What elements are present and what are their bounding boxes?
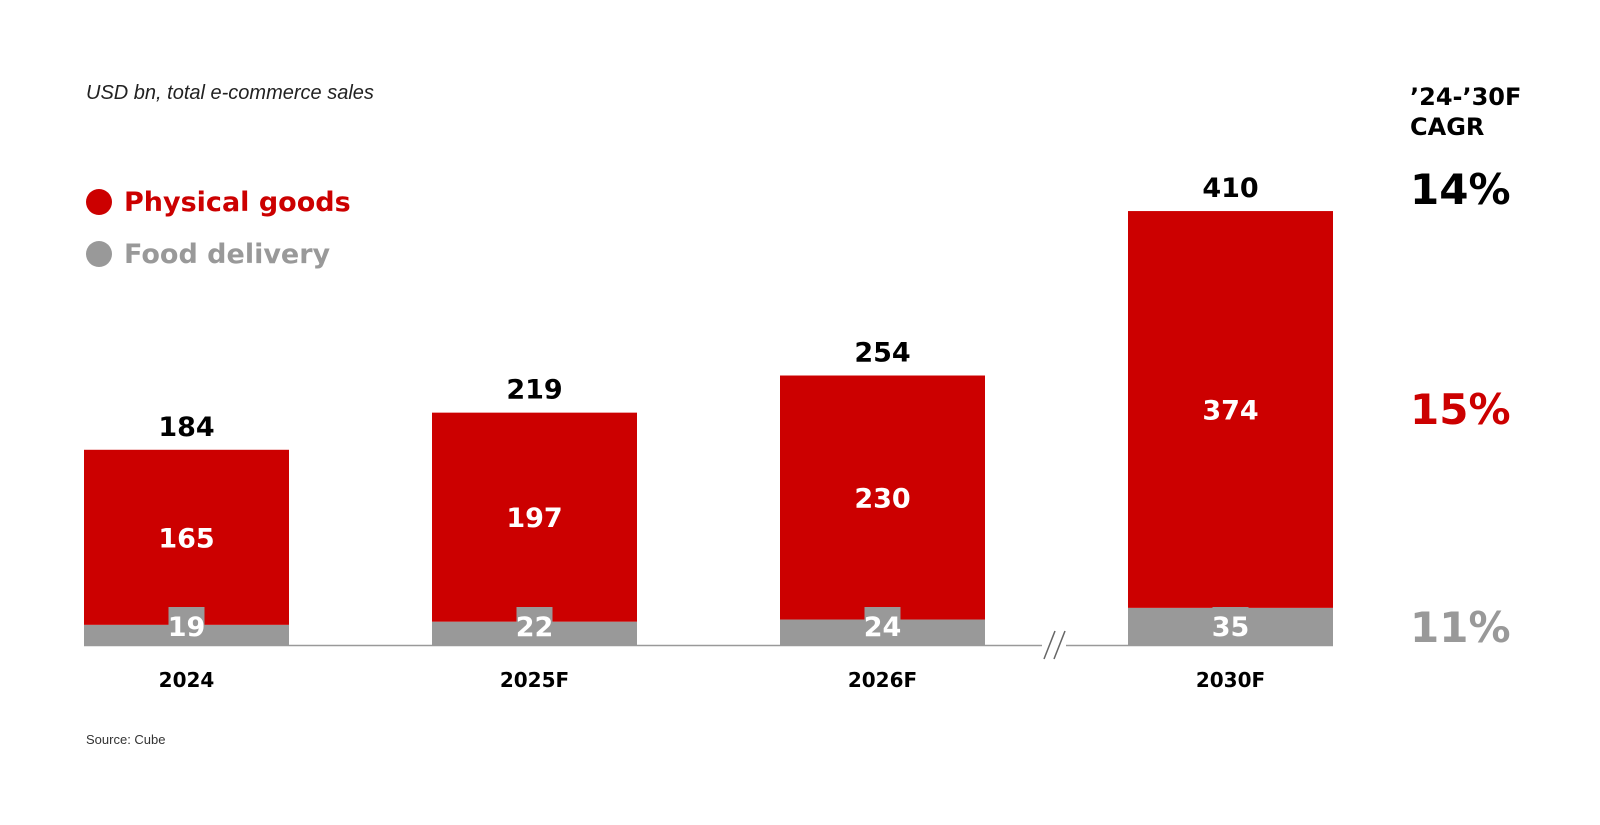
data-label-food-delivery-2030F: 35 <box>1212 612 1250 643</box>
food-label-tab-2030F <box>1212 607 1249 645</box>
axis-break-mark-left <box>1043 630 1056 660</box>
cagr-total-value: 14% <box>1410 165 1511 214</box>
data-label-physical-goods-2024: 165 <box>158 523 214 554</box>
legend-label-food-delivery: Food delivery <box>124 238 331 270</box>
cagr-header-label: CAGR <box>1410 113 1485 141</box>
cagr-food-delivery-value: 11% <box>1410 603 1511 652</box>
bar-physical-goods-2030F <box>1128 211 1333 608</box>
data-label-total-2026F: 254 <box>854 338 910 369</box>
bar-physical-goods-2026F <box>780 375 985 620</box>
legend-item-food-delivery: Food delivery <box>86 228 351 280</box>
legend-item-physical-goods: Physical goods <box>86 176 351 228</box>
food-label-tab-2025F <box>516 607 553 645</box>
data-label-food-delivery-2025F: 22 <box>516 612 554 643</box>
data-label-food-delivery-2024: 19 <box>168 612 206 643</box>
legend-swatch-physical-goods <box>86 189 112 215</box>
legend: Physical goods Food delivery <box>86 176 351 280</box>
bar-physical-goods-2024 <box>84 449 289 625</box>
data-label-total-2030F: 410 <box>1202 173 1258 204</box>
food-label-tab-2026F <box>864 607 901 645</box>
axis-break-gap <box>1042 631 1066 661</box>
cagr-physical-goods-value: 15% <box>1410 385 1511 434</box>
legend-swatch-food-delivery <box>86 241 112 267</box>
data-label-total-2024: 184 <box>158 412 214 443</box>
cagr-header: ’24-’30F CAGR <box>1410 82 1521 142</box>
data-label-physical-goods-2025F: 197 <box>506 503 562 534</box>
x-tick-label-2030F: 2030F <box>1196 668 1265 692</box>
bar-physical-goods-2025F <box>432 412 637 622</box>
data-label-total-2025F: 219 <box>506 375 562 406</box>
x-tick-label-2025F: 2025F <box>500 668 569 692</box>
data-label-physical-goods-2026F: 230 <box>854 484 910 515</box>
legend-label-physical-goods: Physical goods <box>124 186 351 218</box>
data-label-food-delivery-2026F: 24 <box>864 612 902 643</box>
chart-subtitle: USD bn, total e-commerce sales <box>86 82 374 104</box>
food-label-tab-2024 <box>168 607 205 645</box>
source-note: Source: Cube <box>86 732 166 747</box>
cagr-header-period: ’24-’30F <box>1410 83 1522 111</box>
x-tick-label-2024: 2024 <box>159 668 215 692</box>
x-tick-label-2026F: 2026F <box>848 668 917 692</box>
axis-break-mark-right <box>1053 630 1066 660</box>
data-label-physical-goods-2030F: 374 <box>1202 395 1258 426</box>
